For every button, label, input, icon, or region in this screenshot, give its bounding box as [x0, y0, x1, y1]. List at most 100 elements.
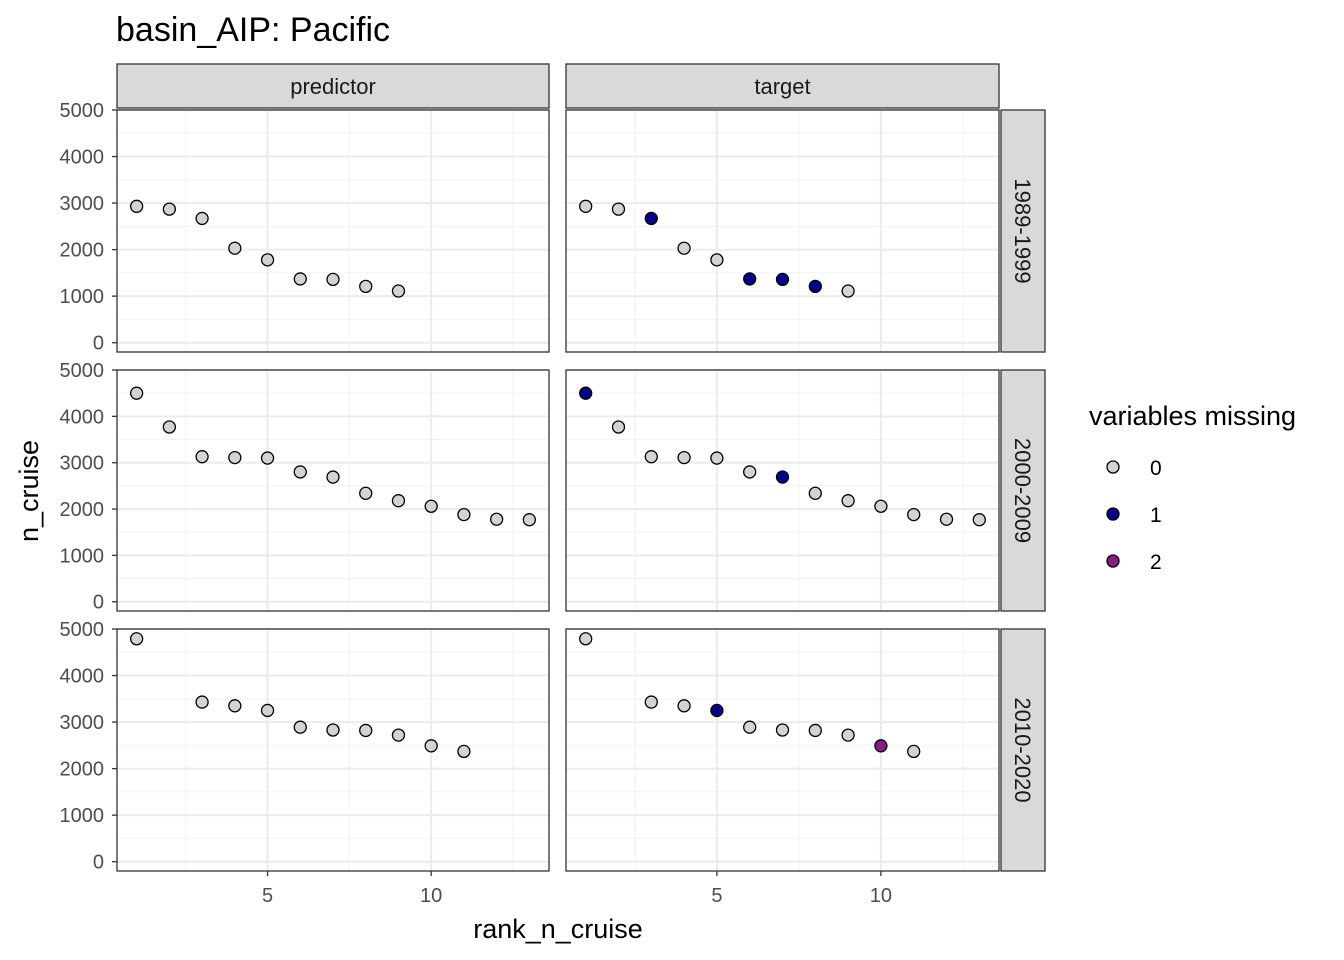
strip-row-label: 2010-2020 [1010, 697, 1035, 802]
data-point [743, 465, 757, 479]
strip-row-2010-2020 [1000, 628, 1046, 872]
y-tick-label: 5000 [60, 100, 105, 122]
y-tick-label: 0 [93, 592, 104, 614]
y-tick-label: 1000 [60, 805, 105, 827]
data-point [874, 739, 888, 753]
data-point [129, 632, 144, 646]
data-point [228, 699, 242, 713]
data-point [907, 744, 921, 759]
data-point [129, 386, 144, 400]
legend-key [1106, 507, 1120, 521]
data-point [359, 486, 373, 500]
y-tick-label: 2000 [60, 759, 105, 781]
y-tick-label: 3000 [60, 453, 105, 475]
data-point [260, 451, 275, 465]
strip-row-label: 2000-2009 [1010, 438, 1035, 543]
panel-background [566, 110, 999, 352]
y-tick-label: 3000 [60, 712, 105, 734]
data-point [391, 284, 406, 298]
data-point [743, 272, 757, 286]
data-point [677, 450, 691, 465]
data-point [808, 279, 822, 294]
data-point [391, 728, 406, 742]
y-tick-label: 5000 [60, 360, 105, 382]
data-point [939, 512, 954, 526]
panel-predictor-2000-2009: 0 1000 2000 3000 4000 5000 [60, 360, 550, 614]
data-point [775, 272, 790, 287]
panel-target-1989-1999 [565, 109, 1000, 353]
strip-row-2000-2009 [1000, 369, 1046, 612]
data-point [907, 507, 921, 522]
y-tick-label: 1000 [60, 545, 105, 567]
data-point [260, 703, 275, 718]
data-point [579, 632, 593, 646]
strip-row-1989-1999 [1000, 109, 1046, 353]
data-point [195, 211, 209, 226]
data-point [195, 695, 209, 709]
data-point [611, 202, 626, 216]
data-point [359, 723, 373, 738]
data-point [841, 728, 855, 742]
y-tick-label: 3000 [60, 193, 105, 215]
data-point [522, 513, 537, 527]
chart-title: basin_AIP: Pacific [116, 11, 390, 49]
strip-column-label: predictor [290, 74, 376, 99]
panel-predictor-1989-1999: 0 1000 2000 3000 4000 5000 [60, 100, 550, 355]
panel-predictor-2010-2020: 0 1000 2000 3000 4000 5000 5 10 [60, 619, 550, 907]
y-tick-label: 4000 [60, 666, 105, 688]
data-point [710, 451, 724, 465]
panels-layer: predictor target 1989-1999 2000-2009 2010-20… [60, 63, 1046, 907]
y-tick-label: 0 [93, 333, 104, 355]
x-tick-label: 10 [420, 885, 442, 907]
data-point [644, 450, 658, 464]
y-axis-title: n_cruise [14, 440, 44, 542]
data-point [579, 199, 593, 213]
data-point [424, 499, 438, 513]
data-point [195, 450, 209, 464]
data-point [162, 420, 177, 434]
panel-background [566, 629, 999, 871]
panel-border [565, 369, 1000, 612]
y-tick-label: 0 [93, 852, 104, 874]
data-point [644, 695, 658, 709]
data-point [326, 470, 340, 484]
data-point [228, 450, 242, 465]
data-point [260, 253, 275, 267]
panel-background [117, 629, 549, 871]
data-point [293, 720, 307, 734]
data-point [228, 241, 242, 255]
legend: variables missing 0 1 2 [1089, 401, 1296, 574]
panel-target-2010-2020: 5 10 [565, 628, 1000, 907]
legend-label: 1 [1150, 504, 1162, 527]
strip-column-label: target [754, 74, 810, 99]
panel-background [117, 370, 549, 611]
data-point [579, 386, 593, 400]
data-point [775, 723, 790, 737]
y-tick-label: 1000 [60, 286, 105, 308]
data-point [457, 507, 471, 522]
data-point [489, 512, 504, 526]
data-point [710, 253, 724, 267]
panel-border [116, 628, 550, 872]
y-tick-label: 4000 [60, 147, 105, 169]
data-point [743, 720, 757, 734]
data-point [874, 499, 888, 513]
y-tick-label: 5000 [60, 619, 105, 641]
data-point [644, 211, 658, 226]
data-point [424, 739, 438, 753]
strip-column-predictor [116, 63, 550, 109]
y-tick-label: 4000 [60, 406, 105, 428]
data-point [457, 744, 471, 759]
data-point [808, 486, 822, 500]
data-point [841, 494, 855, 508]
panel-border [565, 628, 1000, 872]
x-axis-title: rank_n_cruise [473, 914, 643, 944]
legend-label: 2 [1150, 551, 1162, 574]
data-point [293, 465, 307, 479]
data-point [710, 703, 724, 718]
data-point [162, 202, 177, 216]
data-point [129, 199, 144, 213]
legend-key [1106, 460, 1120, 474]
x-tick-label: 5 [711, 885, 722, 907]
y-tick-label: 2000 [60, 499, 105, 521]
